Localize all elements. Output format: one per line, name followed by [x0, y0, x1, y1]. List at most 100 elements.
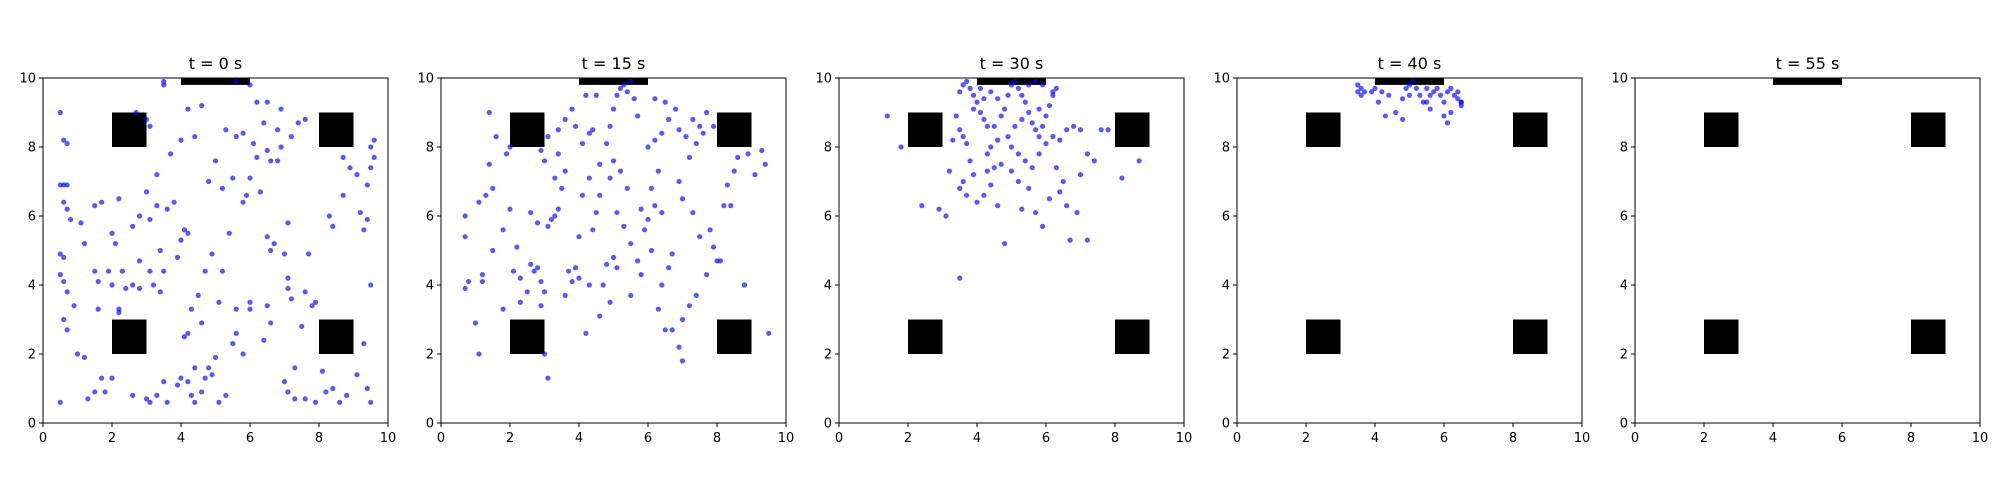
- particle-point: [690, 209, 696, 216]
- particle-point: [1444, 120, 1451, 126]
- particle-point: [995, 96, 1001, 102]
- particle-point: [1036, 106, 1042, 112]
- particle-point: [981, 96, 987, 102]
- particle-point: [710, 123, 717, 129]
- y-tick-label: 6: [426, 210, 434, 225]
- x-tick-label: 4: [177, 431, 185, 446]
- particle-point: [960, 178, 966, 185]
- particle-point: [710, 244, 717, 250]
- particle-point: [652, 203, 658, 209]
- x-tick-label: 0: [39, 431, 47, 446]
- particle-point: [361, 227, 367, 233]
- particle-point: [1437, 92, 1444, 98]
- particle-point: [483, 192, 489, 198]
- particle-point: [614, 209, 620, 216]
- particle-point: [562, 116, 568, 122]
- y-tick-label: 10: [417, 72, 434, 87]
- particle-point: [361, 341, 367, 347]
- particle-point: [1026, 82, 1032, 88]
- particle-point: [510, 268, 517, 274]
- y-tick-label: 10: [1611, 72, 1628, 87]
- particle-point: [1008, 144, 1015, 150]
- particle-point: [466, 278, 472, 285]
- particle-point: [583, 330, 589, 336]
- particle-point: [1424, 99, 1430, 105]
- particle-point: [648, 247, 655, 254]
- particle-point: [1417, 92, 1423, 98]
- particle-point: [99, 375, 105, 381]
- x-tick-label: 6: [644, 431, 652, 446]
- particle-point: [247, 299, 253, 305]
- particle-point: [988, 89, 994, 95]
- particle-point: [1427, 92, 1433, 98]
- particle-point: [697, 123, 703, 129]
- x-tick-label: 4: [1371, 431, 1379, 446]
- particle-point: [1008, 168, 1015, 174]
- particle-point: [240, 351, 246, 357]
- particle-point: [368, 282, 374, 288]
- particle-point: [154, 203, 160, 209]
- particle-point: [624, 89, 630, 95]
- particle-point: [371, 137, 377, 143]
- particle-point: [285, 389, 291, 395]
- obstacle-block: [579, 78, 648, 85]
- subplot-title: t = 40 s: [1378, 54, 1442, 73]
- particle-point: [195, 292, 201, 298]
- y-tick-label: 4: [1222, 279, 1230, 294]
- particle-point: [967, 85, 973, 91]
- particle-point: [178, 137, 184, 143]
- particle-point: [964, 78, 970, 85]
- particle-point: [964, 140, 970, 147]
- particle-point: [936, 206, 942, 212]
- particle-point: [306, 251, 312, 257]
- particle-point: [1012, 123, 1018, 129]
- particle-point: [597, 192, 603, 198]
- particle-point: [1091, 158, 1097, 164]
- particle-point: [1368, 89, 1375, 95]
- particle-point: [288, 296, 294, 302]
- particle-point: [1022, 158, 1028, 164]
- y-tick-label: 8: [426, 141, 434, 156]
- particle-point: [984, 151, 990, 157]
- particle-point: [541, 351, 548, 357]
- particle-point: [950, 137, 956, 143]
- particle-point: [1400, 96, 1406, 102]
- particle-point: [974, 99, 980, 105]
- particle-point: [364, 385, 370, 392]
- particle-point: [188, 392, 194, 398]
- particle-point: [742, 282, 748, 288]
- particle-point: [704, 272, 710, 278]
- particle-point: [735, 154, 741, 160]
- particle-point: [1410, 78, 1416, 85]
- particle-point: [555, 206, 561, 212]
- particle-point: [143, 116, 150, 122]
- particle-point: [641, 227, 648, 233]
- subplot-title: t = 55 s: [1776, 54, 1840, 73]
- particle-point: [621, 82, 627, 88]
- particle-point: [212, 158, 219, 164]
- particle-point: [1036, 134, 1042, 140]
- particle-point: [247, 175, 253, 181]
- particle-point: [535, 220, 541, 226]
- particle-point: [490, 185, 496, 191]
- x-tick-label: 2: [904, 431, 912, 446]
- particle-point: [130, 282, 136, 288]
- x-tick-label: 8: [315, 431, 323, 446]
- particle-point: [970, 172, 977, 178]
- obstacle-block: [181, 78, 250, 85]
- particle-point: [264, 147, 270, 154]
- particle-point: [1413, 85, 1419, 91]
- particle-point: [604, 261, 610, 267]
- particle-point: [137, 258, 143, 264]
- x-tick-label: 2: [1700, 431, 1708, 446]
- particle-point: [1002, 106, 1008, 112]
- particle-point: [319, 368, 326, 374]
- particle-point: [548, 216, 555, 223]
- particle-point: [988, 144, 994, 150]
- particle-point: [693, 292, 699, 298]
- particle-point: [299, 323, 305, 329]
- particle-point: [192, 365, 198, 371]
- obstacle-block: [1306, 319, 1341, 354]
- particle-point: [268, 247, 274, 254]
